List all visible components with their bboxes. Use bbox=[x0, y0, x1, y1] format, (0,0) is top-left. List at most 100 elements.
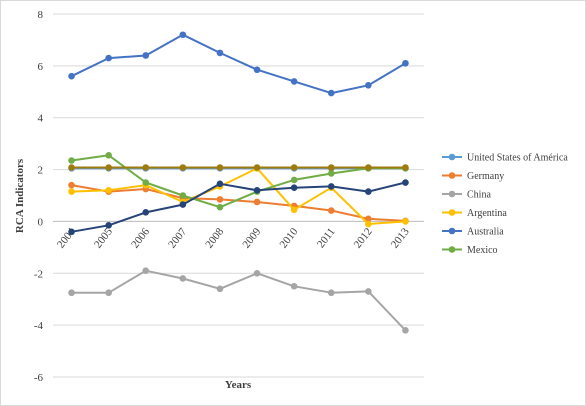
series-argentina bbox=[68, 164, 409, 228]
series-line bbox=[71, 33, 406, 95]
data-point bbox=[290, 176, 298, 184]
data-point bbox=[105, 164, 112, 171]
data-point bbox=[105, 289, 112, 297]
legend-label: Argentina bbox=[467, 208, 507, 219]
legend-label: Australia bbox=[467, 227, 504, 238]
data-point bbox=[290, 184, 298, 192]
y-axis-title: RCA Indicators bbox=[14, 158, 26, 233]
data-point bbox=[216, 285, 224, 293]
x-tick-label: 2013 bbox=[389, 225, 412, 250]
x-tick-label: 2006 bbox=[129, 225, 152, 250]
data-point bbox=[253, 198, 261, 206]
series-line bbox=[71, 184, 406, 222]
legend-item: Australia bbox=[442, 227, 504, 238]
data-point bbox=[142, 209, 150, 216]
data-point bbox=[68, 157, 75, 164]
legend-label: United States of América bbox=[467, 153, 568, 164]
legend-label: Mexico bbox=[467, 245, 498, 256]
data-point bbox=[216, 49, 224, 57]
data-point bbox=[105, 54, 112, 62]
x-tick-label: 2007 bbox=[166, 225, 189, 250]
data-point bbox=[365, 215, 372, 223]
series-line bbox=[71, 269, 407, 331]
x-tick-label: 2011 bbox=[315, 226, 338, 250]
y-tick-label: 4 bbox=[38, 113, 44, 125]
data-point bbox=[402, 218, 409, 225]
data-point bbox=[365, 188, 372, 195]
data-point bbox=[68, 188, 75, 195]
y-tick-label: 0 bbox=[38, 216, 44, 228]
y-tick-label: -2 bbox=[34, 268, 43, 280]
data-point bbox=[179, 31, 187, 39]
y-tick-label: -4 bbox=[34, 320, 44, 332]
data-point bbox=[402, 59, 409, 67]
series-line bbox=[71, 181, 406, 233]
data-point bbox=[253, 269, 261, 277]
y-tick-label: 8 bbox=[38, 9, 44, 21]
data-point bbox=[327, 170, 335, 177]
legend-label: China bbox=[467, 190, 491, 201]
y-tick-label: 6 bbox=[38, 61, 44, 73]
data-point bbox=[402, 179, 409, 186]
legend-swatch-marker bbox=[448, 227, 456, 235]
data-point bbox=[327, 164, 335, 171]
legend-item: Mexico bbox=[442, 245, 498, 256]
data-point bbox=[105, 152, 112, 159]
data-point bbox=[365, 288, 372, 295]
series-unlabeled-6 bbox=[68, 179, 409, 236]
data-point bbox=[179, 201, 187, 208]
data-point bbox=[142, 179, 150, 186]
x-tick-label: 2005 bbox=[92, 225, 115, 250]
data-point bbox=[216, 203, 224, 211]
data-point bbox=[290, 206, 298, 214]
data-point bbox=[327, 207, 335, 214]
series-mexico bbox=[68, 152, 409, 211]
series-china bbox=[68, 267, 409, 334]
series-layer bbox=[68, 31, 409, 334]
data-point bbox=[253, 164, 261, 171]
y-tick-label: 2 bbox=[38, 165, 44, 177]
x-tick-label: 2004 bbox=[55, 225, 78, 250]
data-point bbox=[253, 66, 261, 74]
data-point bbox=[68, 289, 75, 297]
data-point bbox=[327, 89, 335, 97]
legend-swatch-marker bbox=[448, 172, 456, 179]
x-tick-label: 2008 bbox=[203, 225, 226, 250]
grid-layer bbox=[53, 13, 424, 378]
data-point bbox=[68, 228, 75, 236]
x-tick-label: 2012 bbox=[352, 226, 375, 251]
data-point bbox=[142, 164, 150, 171]
data-point bbox=[179, 192, 187, 199]
data-point bbox=[327, 289, 335, 297]
data-point bbox=[216, 196, 224, 203]
data-point bbox=[179, 164, 187, 171]
data-point bbox=[105, 187, 112, 194]
series-australia bbox=[68, 31, 409, 97]
data-point bbox=[68, 72, 75, 80]
series-unlabeled-7 bbox=[68, 164, 409, 171]
data-point bbox=[365, 82, 372, 89]
data-point bbox=[365, 220, 372, 228]
series-line bbox=[71, 167, 406, 225]
x-axis-ticks: 2004 2005 2006 2007 2008 2009 2010 2011 2012 2013 bbox=[55, 225, 412, 250]
legend-swatch-marker bbox=[448, 153, 456, 161]
y-tick-label: -6 bbox=[34, 372, 44, 384]
x-tick-label: 2009 bbox=[240, 225, 263, 250]
legend-item: Argentina bbox=[442, 208, 507, 219]
legend-swatch-marker bbox=[448, 190, 456, 198]
x-axis-title: Years bbox=[225, 379, 252, 391]
data-point bbox=[216, 164, 224, 171]
legend-swatch-marker bbox=[448, 209, 456, 216]
legend: United States of América Germany China Arge… bbox=[442, 153, 568, 256]
legend-item: Germany bbox=[442, 171, 504, 182]
data-point bbox=[142, 52, 150, 59]
data-point bbox=[327, 183, 335, 190]
data-point bbox=[290, 78, 298, 85]
legend-swatch-marker bbox=[448, 246, 456, 253]
data-point bbox=[68, 164, 75, 171]
data-point bbox=[216, 180, 224, 188]
data-point bbox=[179, 275, 187, 282]
legend-item: China bbox=[442, 190, 491, 201]
